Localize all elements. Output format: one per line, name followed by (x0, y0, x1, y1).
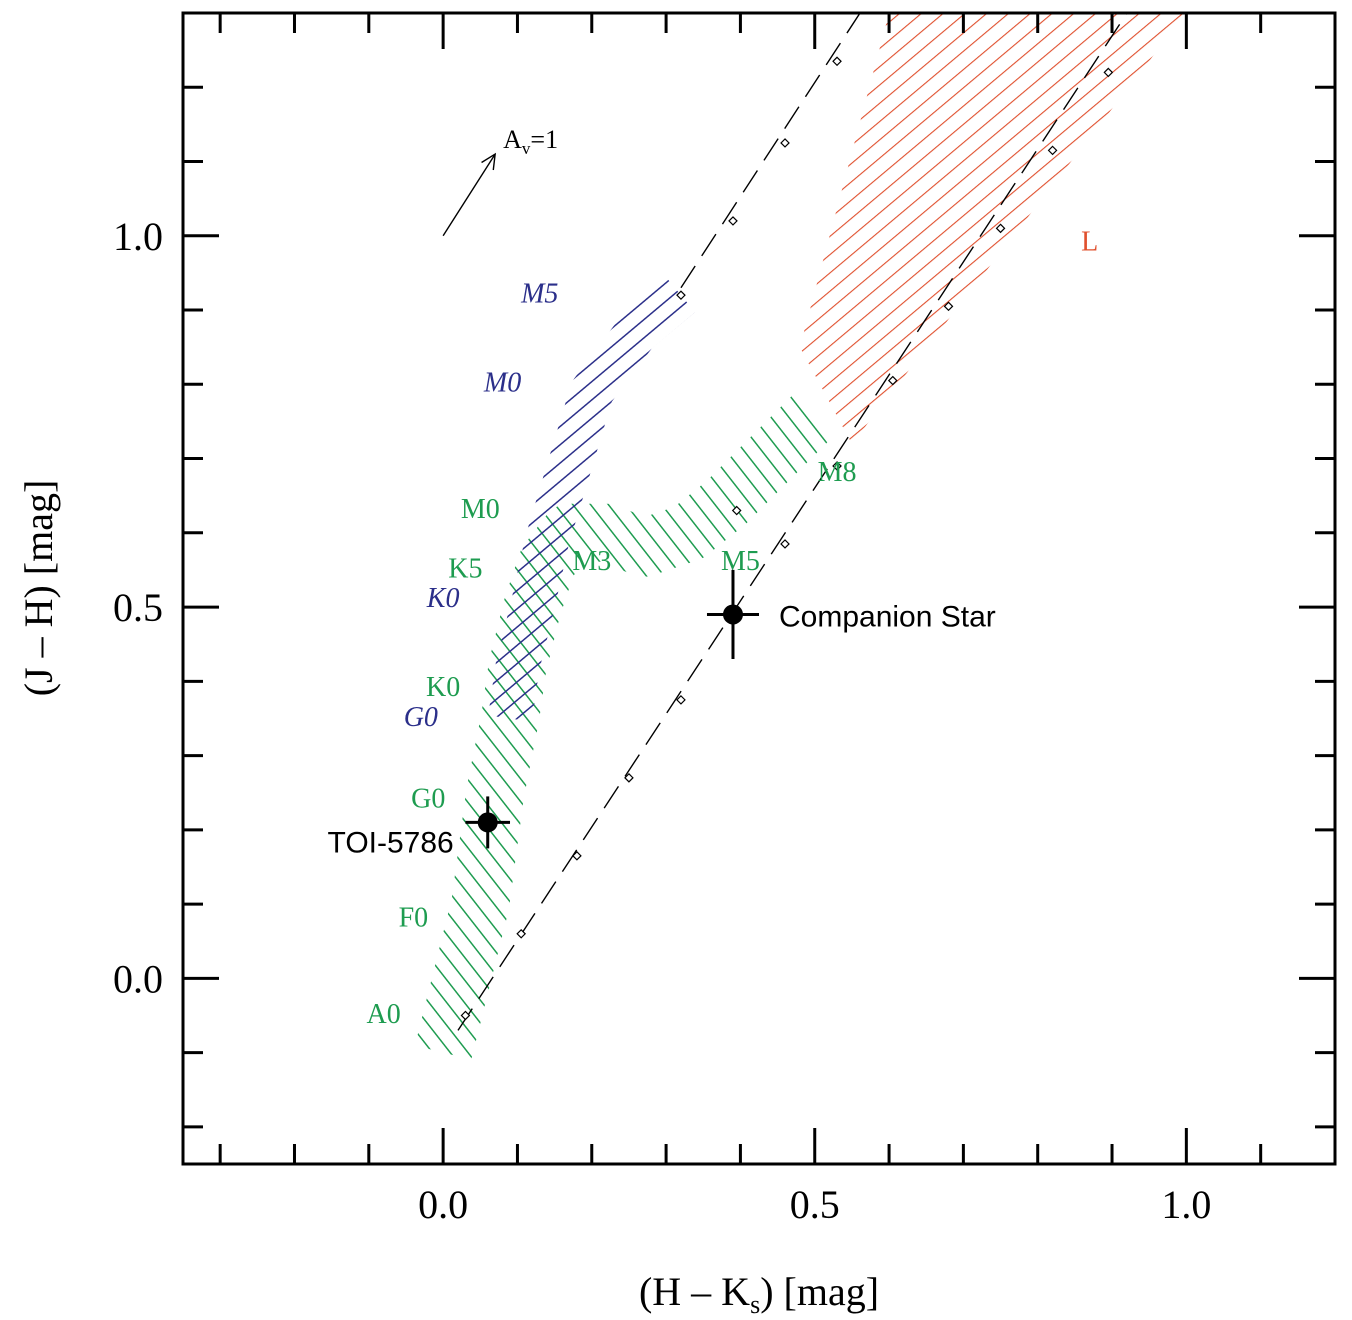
l-dwarf-region (799, 13, 1187, 444)
spectral-label-giant: M5 (520, 279, 558, 310)
reddening-marker (995, 223, 1006, 234)
reddening-marker (832, 56, 842, 67)
star-label: TOI-5786 (328, 826, 454, 859)
spectral-label-dwarf: A0 (367, 999, 401, 1030)
reddening-marker (887, 375, 898, 386)
spectral-label-dwarf: K0 (426, 672, 460, 703)
spectral-label-dwarf: M0 (461, 494, 500, 525)
reddening-marker (676, 695, 686, 705)
star-point: Companion Star (706, 569, 996, 660)
star-label: Companion Star (779, 600, 996, 633)
reddening-line-left (680, 13, 861, 289)
y-axis-label: (J – H) [mag] (16, 480, 61, 697)
star-marker (722, 604, 743, 625)
reddening-vector-arrow (442, 153, 496, 237)
x-tick-label: 0.0 (418, 1182, 468, 1227)
spectral-label-dwarf: K5 (448, 553, 482, 584)
reddening-marker (1047, 145, 1058, 156)
reddening-marker (731, 505, 742, 516)
y-tick-label: 1.0 (113, 214, 163, 259)
x-axis-label: (H – Ks) [mag] (639, 1269, 879, 1319)
reddening-lines (442, 13, 1128, 1031)
reddening-marker (1103, 67, 1114, 78)
reddening-marker (572, 850, 582, 861)
y-tick-label: 0.0 (113, 956, 163, 1001)
reddening-marker (624, 773, 634, 783)
spectral-label-giant: G0 (404, 702, 438, 733)
star-point: TOI-5786 (328, 796, 511, 859)
reddening-line-right (457, 13, 1128, 1031)
spectral-label-dwarf: M8 (818, 457, 857, 488)
spectral-label-giant: M0 (483, 368, 521, 399)
reddening-marker (516, 928, 527, 939)
hatched-regions (414, 13, 1187, 1060)
axis-tick-labels: 0.0 0.5 1.0 0.0 0.5 1.0 (113, 214, 1211, 1227)
x-tick-label: 0.5 (790, 1182, 840, 1227)
star-marker (477, 812, 498, 833)
spectral-label-dwarf: F0 (399, 902, 429, 933)
giant-locus-band (488, 278, 696, 722)
plot-frame (181, 11, 1337, 1166)
reddening-marker (832, 461, 842, 471)
data-points: TOI-5786 Companion Star (328, 569, 996, 859)
spectral-label-dwarf: G0 (411, 784, 445, 815)
y-tick-label: 0.5 (113, 585, 163, 630)
spectral-label-l_dwarf: L (1081, 227, 1098, 258)
reddening-marker (676, 290, 686, 301)
reddening-marker (780, 138, 790, 148)
spectral-label-giant: K0 (426, 583, 460, 614)
axis-ticks (183, 11, 1337, 1164)
x-tick-label: 1.0 (1161, 1182, 1211, 1227)
spectral-label-dwarf: M5 (721, 546, 760, 577)
reddening-marker (780, 539, 790, 549)
reddening-marker (460, 1010, 471, 1021)
plot-border (181, 11, 1337, 1166)
reddening-marker (728, 216, 738, 226)
reddening-marker (943, 301, 954, 312)
reddening-vector-arrowhead (481, 152, 497, 171)
reddening-vector-label: Av=1 (503, 125, 558, 158)
spectral-label-dwarf: M3 (572, 546, 611, 577)
